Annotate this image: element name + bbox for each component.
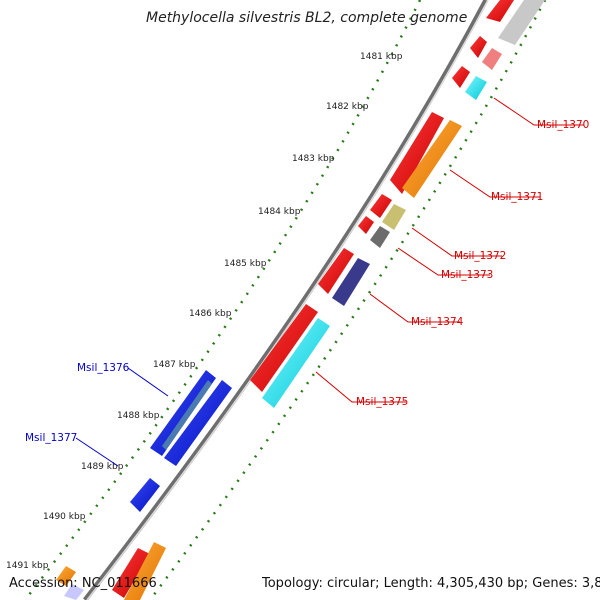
gene-gray-top[interactable] [498, 0, 545, 45]
backbone [83, 0, 489, 600]
tick-1490: 1490 kbp [43, 512, 86, 522]
scale-track [24, 0, 422, 600]
forward-tick-track [148, 0, 547, 600]
tick-1483: 1483 kbp [292, 154, 335, 164]
reverse-genes [56, 370, 232, 600]
gene-navy-1374[interactable] [332, 258, 370, 306]
gene-orange-small[interactable] [56, 566, 76, 586]
gene-msil-1377[interactable] [164, 380, 232, 466]
gene-cyan-1375[interactable] [262, 318, 330, 408]
gene-red-1375[interactable] [250, 304, 318, 392]
tick-labels: 1481 kbp 1482 kbp 1483 kbp 1484 kbp 1485… [6, 52, 403, 571]
gene-msil-1371-orange[interactable] [402, 120, 462, 198]
tick-1485: 1485 kbp [224, 259, 267, 269]
gene-red-1373[interactable] [358, 216, 374, 234]
gene-red-top[interactable] [486, 0, 514, 22]
tick-1488: 1488 kbp [117, 411, 160, 421]
tick-1487: 1487 kbp [153, 360, 196, 370]
gene-label-msil-1372[interactable]: Msil_1372 [454, 250, 506, 262]
gene-cyan-small[interactable] [465, 76, 487, 100]
tick-1489: 1489 kbp [81, 462, 124, 472]
reverse-leaders [75, 367, 169, 467]
gene-msil-1376[interactable] [150, 370, 216, 456]
tick-1482: 1482 kbp [326, 102, 369, 112]
gene-blue-small[interactable] [130, 478, 160, 512]
gene-lavender-small[interactable] [64, 584, 84, 600]
gene-labels: Msil_1370 Msil_1371 Msil_1372 Msil_1373 … [25, 119, 589, 444]
gene-label-msil-1371[interactable]: Msil_1371 [491, 191, 543, 203]
map-title: Methylocella silvestris BL2, complete ge… [146, 10, 467, 26]
gene-red-small-2[interactable] [452, 66, 470, 88]
gene-red-bottom[interactable] [112, 548, 150, 598]
gene-msil-1371-red[interactable] [390, 112, 444, 194]
gene-khaki-1372[interactable] [382, 204, 406, 230]
gene-label-msil-1373[interactable]: Msil_1373 [441, 269, 493, 281]
tick-1491: 1491 kbp [6, 561, 49, 571]
gene-msil-1376-inner[interactable] [162, 380, 212, 450]
gene-red-1374[interactable] [318, 248, 354, 294]
gene-label-msil-1374[interactable]: Msil_1374 [411, 316, 464, 328]
gene-pink[interactable] [482, 48, 502, 70]
topology-text: Topology: circular; Length: 4,305,430 bp… [261, 576, 600, 591]
gene-red-1372[interactable] [370, 194, 392, 218]
gene-label-msil-1375[interactable]: Msil_1375 [356, 396, 408, 408]
gene-label-msil-1377[interactable]: Msil_1377 [25, 432, 77, 444]
forward-genes [112, 0, 545, 600]
gene-label-msil-1376[interactable]: Msil_1376 [77, 362, 130, 374]
gene-orange-bottom[interactable] [124, 542, 166, 600]
accession-text: Accession: NC_011666 [9, 576, 157, 591]
gene-gray-1373[interactable] [370, 226, 390, 248]
gene-red-small-1[interactable] [470, 36, 487, 58]
forward-leaders [315, 97, 584, 403]
tick-1486: 1486 kbp [189, 309, 232, 319]
tick-1481: 1481 kbp [360, 52, 403, 62]
tick-1484: 1484 kbp [258, 207, 301, 217]
gene-label-msil-1370[interactable]: Msil_1370 [537, 119, 589, 131]
